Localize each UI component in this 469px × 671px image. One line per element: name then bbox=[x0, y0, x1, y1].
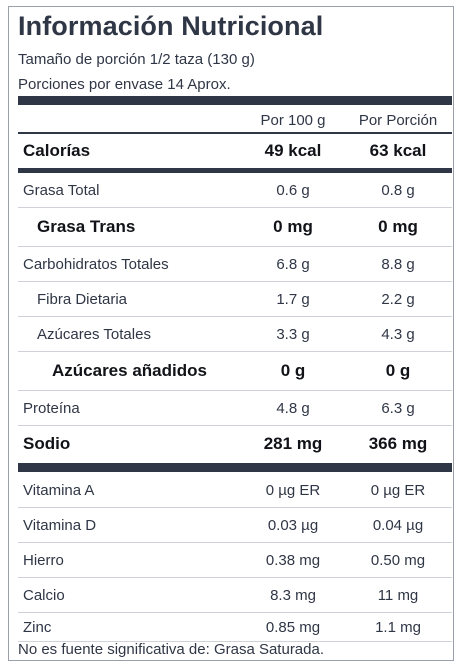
serving-size: Tamaño de porción 1/2 taza (130 g) bbox=[18, 51, 255, 68]
vitamin-per100: 0.38 mg bbox=[265, 551, 321, 569]
nutrient-row: Azúcares Totales 3.3 g 4.3 g bbox=[18, 317, 452, 352]
calories-rule bbox=[18, 168, 452, 173]
nutrient-per100: 6.8 g bbox=[276, 255, 310, 273]
panel-title: Información Nutricional bbox=[18, 11, 324, 41]
nutrient-per100: 0 mg bbox=[273, 217, 313, 236]
servings-per-container: Porciones por envase 14 Aprox. bbox=[18, 76, 231, 93]
nutrient-perserving: 366 mg bbox=[368, 434, 428, 453]
vitamin-per100: 0.03 µg bbox=[267, 516, 319, 534]
nutrient-per100: 281 mg bbox=[263, 434, 323, 453]
vitamin-per100: 0 µg ER bbox=[265, 481, 321, 499]
vitamin-label: Zinc bbox=[23, 618, 52, 636]
vitamin-row: Vitamina D 0.03 µg 0.04 µg bbox=[18, 508, 452, 543]
nutrient-per100: 0 g bbox=[280, 361, 306, 380]
nutrient-label: Carbohidratos Totales bbox=[23, 255, 169, 273]
vitamin-perserving: 11 mg bbox=[377, 586, 419, 604]
nutrient-perserving: 0 g bbox=[385, 361, 411, 380]
nutrient-per100: 4.8 g bbox=[276, 399, 310, 417]
nutrient-perserving: 0 mg bbox=[378, 217, 418, 236]
vitamin-label: Hierro bbox=[23, 551, 64, 569]
vitamin-per100: 8.3 mg bbox=[270, 586, 316, 604]
vitamin-perserving: 0.50 mg bbox=[370, 551, 426, 569]
calories-perserving: 63 kcal bbox=[369, 141, 427, 160]
thick-divider-top bbox=[18, 96, 452, 105]
nutrient-label: Azúcares añadidos bbox=[52, 361, 207, 380]
footnote: No es fuente significativa de: Grasa Sat… bbox=[18, 641, 325, 658]
nutrient-label: Grasa Total bbox=[23, 181, 100, 199]
nutrient-perserving: 2.2 g bbox=[381, 290, 415, 308]
column-header-row: Por 100 g Por Porción bbox=[18, 109, 452, 132]
nutrient-label: Azúcares Totales bbox=[37, 325, 151, 343]
nutrient-row: Proteína 4.8 g 6.3 g bbox=[18, 391, 452, 426]
nutrient-perserving: 6.3 g bbox=[381, 399, 415, 417]
nutrient-per100: 3.3 g bbox=[276, 325, 310, 343]
nutrient-label: Fibra Dietaria bbox=[37, 290, 128, 308]
nutrient-per100: 0.6 g bbox=[276, 181, 310, 199]
vitamin-per100: 0.85 mg bbox=[265, 618, 321, 636]
nutrient-row: Grasa Total 0.6 g 0.8 g bbox=[18, 173, 452, 208]
vitamin-row: Hierro 0.38 mg 0.50 mg bbox=[18, 543, 452, 578]
nutrition-facts-panel: Información Nutricional Tamaño de porció… bbox=[8, 6, 454, 661]
nutrient-label: Sodio bbox=[23, 434, 71, 453]
nutrient-row: Sodio 281 mg 366 mg bbox=[18, 426, 452, 462]
vitamin-label: Vitamina D bbox=[23, 516, 97, 534]
nutrient-label: Proteína bbox=[23, 399, 80, 417]
vitamin-row: Zinc 0.85 mg 1.1 mg bbox=[18, 613, 452, 642]
nutrient-per100: 1.7 g bbox=[276, 290, 310, 308]
vitamin-label: Calcio bbox=[23, 586, 65, 604]
vitamin-row: Vitamina A 0 µg ER 0 µg ER bbox=[18, 473, 452, 508]
column-header-per100: Por 100 g bbox=[260, 112, 326, 129]
vitamin-perserving: 0.04 µg bbox=[372, 516, 424, 534]
nutrient-perserving: 0.8 g bbox=[381, 181, 415, 199]
calories-row: Calorías 49 kcal 63 kcal bbox=[18, 134, 452, 168]
nutrient-label: Grasa Trans bbox=[37, 217, 136, 236]
header-rule bbox=[18, 132, 452, 134]
vitamin-row: Calcio 8.3 mg 11 mg bbox=[18, 578, 452, 613]
calories-per100: 49 kcal bbox=[264, 141, 322, 160]
vitamin-perserving: 0 µg ER bbox=[370, 481, 426, 499]
nutrient-row: Grasa Trans 0 mg 0 mg bbox=[18, 208, 452, 247]
nutrient-row: Azúcares añadidos 0 g 0 g bbox=[18, 352, 452, 391]
column-header-perserving: Por Porción bbox=[358, 112, 438, 129]
nutrient-perserving: 4.3 g bbox=[381, 325, 415, 343]
calories-label: Calorías bbox=[23, 141, 91, 160]
nutrient-row: Carbohidratos Totales 6.8 g 8.8 g bbox=[18, 247, 452, 282]
vitamin-perserving: 1.1 mg bbox=[375, 618, 421, 636]
vitamin-label: Vitamina A bbox=[23, 481, 95, 499]
nutrient-row: Fibra Dietaria 1.7 g 2.2 g bbox=[18, 282, 452, 317]
thick-divider-middle bbox=[18, 463, 452, 472]
nutrient-perserving: 8.8 g bbox=[381, 255, 415, 273]
